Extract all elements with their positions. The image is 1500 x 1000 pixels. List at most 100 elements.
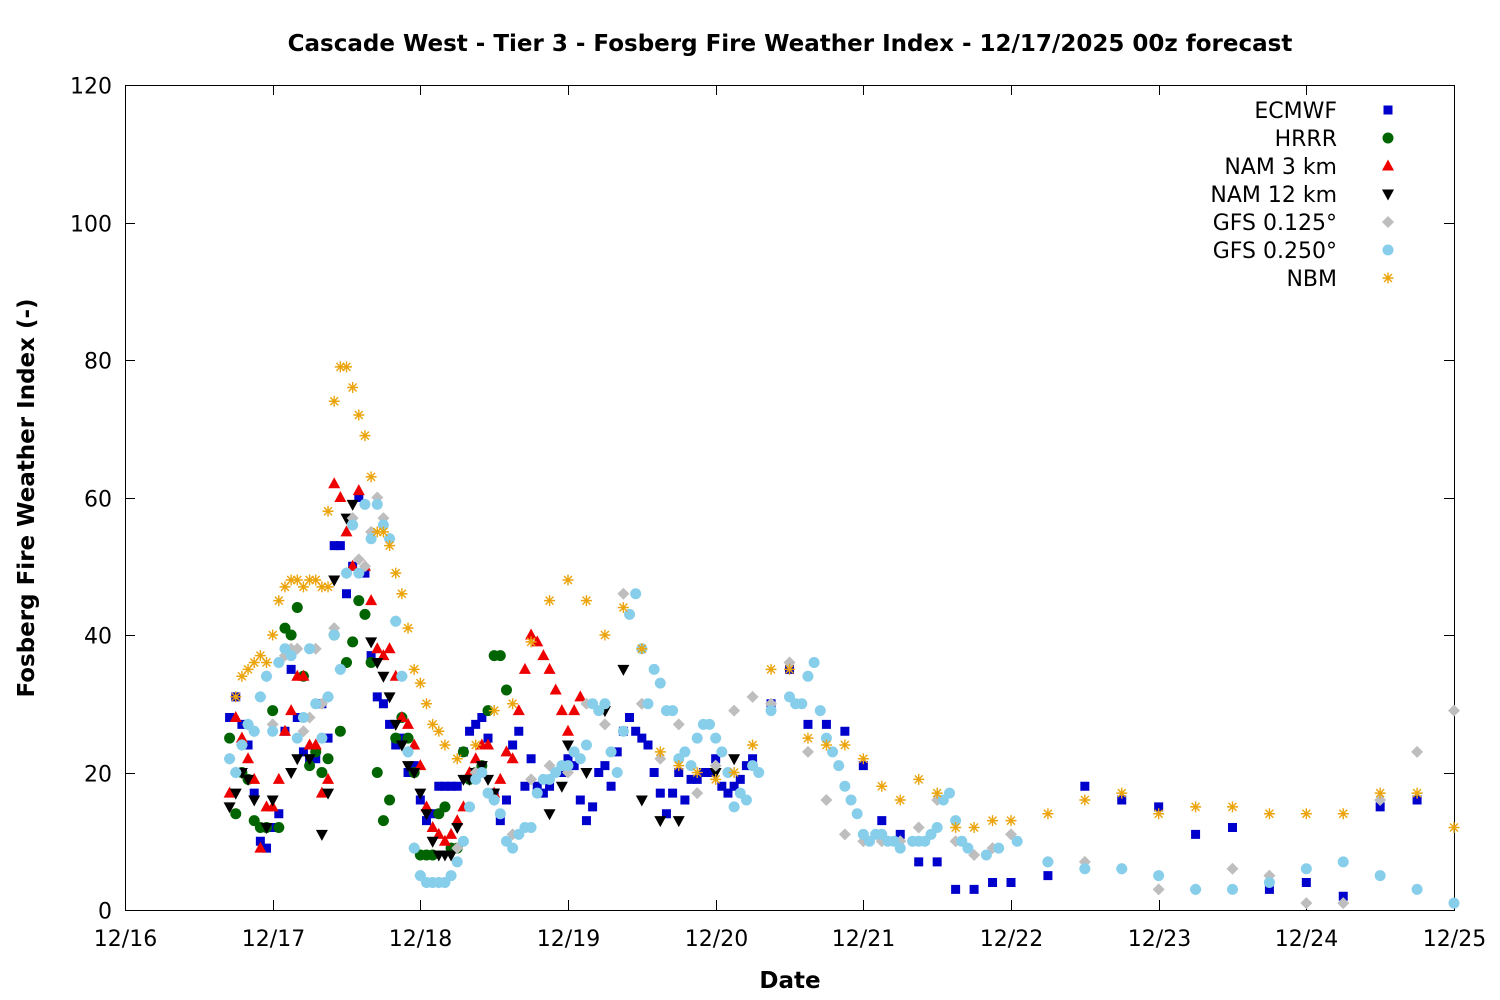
data-point [1191, 829, 1201, 839]
data-point [322, 753, 334, 765]
data-point [680, 795, 690, 805]
data-point [249, 788, 259, 798]
data-point [235, 731, 248, 743]
data-point [968, 822, 980, 833]
data-point [562, 574, 574, 586]
data-point [501, 795, 511, 805]
data-point [266, 795, 279, 807]
data-point [297, 669, 310, 681]
data-point [709, 768, 722, 779]
x-tick-label: 12/19 [537, 927, 600, 952]
data-point [563, 754, 573, 764]
data-point [654, 746, 666, 758]
data-point [371, 526, 383, 538]
data-point [267, 725, 279, 737]
legend-label: NAM 3 km [1224, 155, 1337, 180]
data-point [377, 526, 389, 538]
data-point [969, 884, 979, 894]
legend-label: GFS 0.250° [1213, 239, 1337, 264]
data-point [518, 662, 531, 674]
data-point [342, 589, 351, 599]
data-point [1374, 870, 1386, 882]
data-point [402, 622, 414, 634]
data-point [297, 712, 309, 723]
data-point [359, 498, 371, 510]
data-point [704, 718, 716, 730]
data-point [691, 787, 704, 800]
data-point [451, 823, 464, 834]
data-point [310, 698, 322, 710]
data-point [617, 587, 630, 600]
data-point [912, 821, 925, 834]
data-point [931, 787, 943, 799]
data-point [1153, 870, 1165, 882]
data-point [845, 794, 857, 806]
data-point [278, 724, 291, 736]
data-point [784, 663, 795, 675]
data-point [833, 760, 845, 772]
data-point [555, 781, 568, 793]
data-point [802, 732, 814, 744]
data-point [1338, 891, 1348, 901]
data-point [230, 808, 242, 820]
x-tick-label: 12/18 [389, 927, 452, 952]
data-point [635, 795, 648, 807]
data-point [303, 754, 316, 766]
x-tick-label: 12/21 [832, 927, 895, 952]
data-point [230, 691, 242, 703]
data-point [451, 856, 463, 868]
data-point [267, 629, 279, 641]
data-point [316, 581, 328, 593]
data-point [1337, 856, 1349, 868]
data-point [814, 705, 826, 717]
data-point [617, 664, 630, 676]
data-point [728, 767, 740, 778]
legend-marker [1382, 244, 1394, 256]
data-point [347, 636, 359, 648]
data-point [377, 671, 390, 683]
data-marks [223, 361, 1460, 910]
data-point [242, 663, 254, 675]
data-point [838, 828, 851, 841]
data-point [470, 739, 482, 751]
data-point [315, 786, 328, 798]
data-point [414, 759, 427, 771]
data-point [555, 704, 568, 716]
data-point [1152, 883, 1165, 896]
data-point [748, 754, 758, 764]
data-point [1079, 863, 1091, 875]
data-point [353, 595, 365, 607]
data-point [526, 754, 536, 764]
legend-marker [1382, 189, 1394, 201]
data-point [285, 629, 297, 641]
data-point [285, 650, 297, 662]
data-point [408, 738, 421, 750]
data-point [347, 382, 359, 393]
data-point [625, 713, 635, 722]
y-tick-label: 20 [84, 763, 112, 788]
legend-label: GFS 0.125° [1213, 211, 1337, 236]
data-point [451, 814, 464, 826]
data-point [655, 788, 665, 798]
data-point [943, 787, 955, 799]
data-point [438, 834, 451, 846]
data-point [353, 409, 365, 421]
data-point [980, 849, 992, 861]
data-point [421, 816, 431, 826]
data-point [543, 662, 556, 674]
data-point [494, 650, 506, 662]
data-point [500, 684, 512, 696]
data-point [272, 772, 285, 784]
data-point [581, 816, 591, 826]
data-point [420, 809, 433, 821]
data-point [365, 594, 378, 606]
data-point [445, 850, 458, 862]
data-point [710, 732, 722, 744]
data-point [310, 574, 322, 586]
data-point [987, 815, 999, 827]
data-point [396, 588, 408, 600]
data-point [1154, 802, 1164, 812]
data-point [1337, 897, 1350, 910]
data-point [494, 808, 506, 820]
data-point [1300, 863, 1312, 875]
